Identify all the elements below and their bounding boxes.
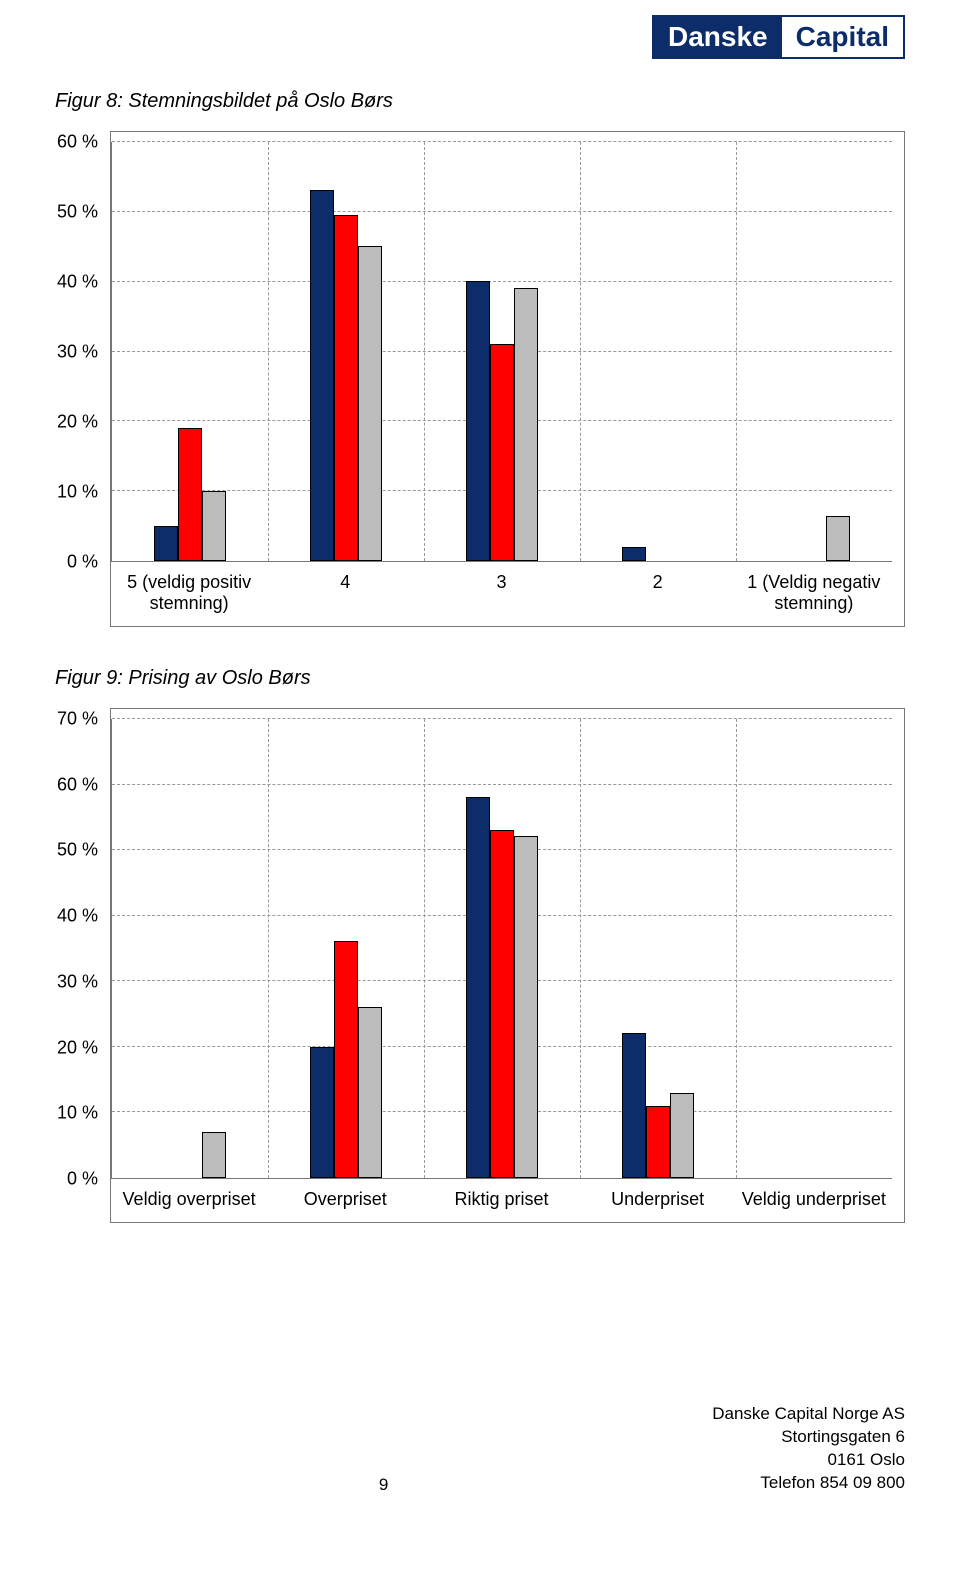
brand-logo: Danske Capital (652, 15, 905, 59)
figure-9-chart: 0 % 10 % 20 % 30 % 40 % 50 % 60 % 70 % Veldig ov… (55, 708, 905, 1223)
bar-group (154, 428, 226, 561)
y-axis-label: 60 % (57, 132, 98, 153)
x-axis-label: 1 (Veldig negativ stemning) (736, 572, 892, 614)
chart-bar (202, 1132, 226, 1178)
logo-right: Capital (782, 17, 903, 57)
y-axis-label: 20 % (57, 1037, 98, 1058)
chart-bar (490, 830, 514, 1178)
grid-line-vertical (580, 142, 581, 561)
grid-line-vertical (268, 719, 269, 1178)
y-axis-label: 10 % (57, 482, 98, 503)
bar-group (310, 941, 382, 1178)
grid-line-vertical (736, 142, 737, 561)
grid-line-vertical (424, 142, 425, 561)
grid-line-horizontal (112, 211, 892, 212)
x-axis-label: 3 (423, 572, 579, 614)
footer-line: Telefon 854 09 800 (712, 1472, 905, 1495)
chart-bar (622, 547, 646, 561)
x-axis-label: 4 (267, 572, 423, 614)
x-axis-label: 2 (580, 572, 736, 614)
y-axis-label: 20 % (57, 412, 98, 433)
bar-group (622, 1033, 694, 1178)
page-number: 9 (379, 1475, 388, 1495)
bar-group (310, 190, 382, 561)
y-axis-label: 50 % (57, 202, 98, 223)
chart-bar (466, 797, 490, 1178)
y-axis-label: 60 % (57, 774, 98, 795)
footer-line: Stortingsgaten 6 (712, 1426, 905, 1449)
x-axis-label: Veldig overpriset (111, 1189, 267, 1210)
figure-8-title: Figur 8: Stemningsbildet på Oslo Børs (55, 90, 905, 113)
x-axis-label: Riktig priset (423, 1189, 579, 1210)
figure-9-title: Figur 9: Prising av Oslo Børs (55, 667, 905, 690)
chart-bar (490, 344, 514, 561)
chart-bar (178, 428, 202, 561)
logo-left: Danske (654, 17, 782, 57)
x-axis-label: Underpriset (580, 1189, 736, 1210)
chart-bar (310, 190, 334, 561)
chart-bar (334, 215, 358, 562)
x-axis-label: Veldig underpriset (736, 1189, 892, 1210)
y-axis-label: 50 % (57, 840, 98, 861)
bar-group (154, 1132, 226, 1178)
grid-line-vertical (736, 719, 737, 1178)
grid-line-vertical (268, 142, 269, 561)
chart-bar (670, 1093, 694, 1178)
bar-group (778, 516, 850, 562)
chart-bar (622, 1033, 646, 1178)
chart-bar (202, 491, 226, 561)
grid-line-horizontal (112, 784, 892, 785)
chart-bar (514, 288, 538, 561)
chart-bar (154, 526, 178, 561)
grid-line-horizontal (112, 141, 892, 142)
y-axis-label: 30 % (57, 342, 98, 363)
chart-bar (646, 1106, 670, 1178)
y-axis-label: 40 % (57, 906, 98, 927)
x-axis-label: Overpriset (267, 1189, 423, 1210)
page-footer: 9 Danske Capital Norge ASStortingsgaten … (55, 1403, 905, 1495)
bar-group (466, 281, 538, 561)
footer-company-info: Danske Capital Norge ASStortingsgaten 60… (712, 1403, 905, 1495)
x-axis-label: 5 (veldig positiv stemning) (111, 572, 267, 614)
y-axis-label: 0 % (67, 552, 98, 573)
grid-line-horizontal (112, 718, 892, 719)
chart-bar (358, 246, 382, 561)
bar-group (622, 547, 694, 561)
figure-8-chart: 0 % 10 % 20 % 30 % 40 % 50 % 60 % 5 (veldig pos… (55, 131, 905, 627)
chart-bar (334, 941, 358, 1178)
chart-bar (310, 1047, 334, 1178)
grid-line-vertical (580, 719, 581, 1178)
footer-line: 0161 Oslo (712, 1449, 905, 1472)
chart-bar (826, 516, 850, 562)
footer-line: Danske Capital Norge AS (712, 1403, 905, 1426)
chart-bar (466, 281, 490, 561)
y-axis-label: 10 % (57, 1103, 98, 1124)
chart-bar (358, 1007, 382, 1178)
y-axis-label: 30 % (57, 971, 98, 992)
bar-group (466, 797, 538, 1178)
grid-line-vertical (424, 719, 425, 1178)
y-axis-label: 40 % (57, 272, 98, 293)
chart-bar (514, 836, 538, 1178)
y-axis-label: 0 % (67, 1169, 98, 1190)
y-axis-label: 70 % (57, 709, 98, 730)
